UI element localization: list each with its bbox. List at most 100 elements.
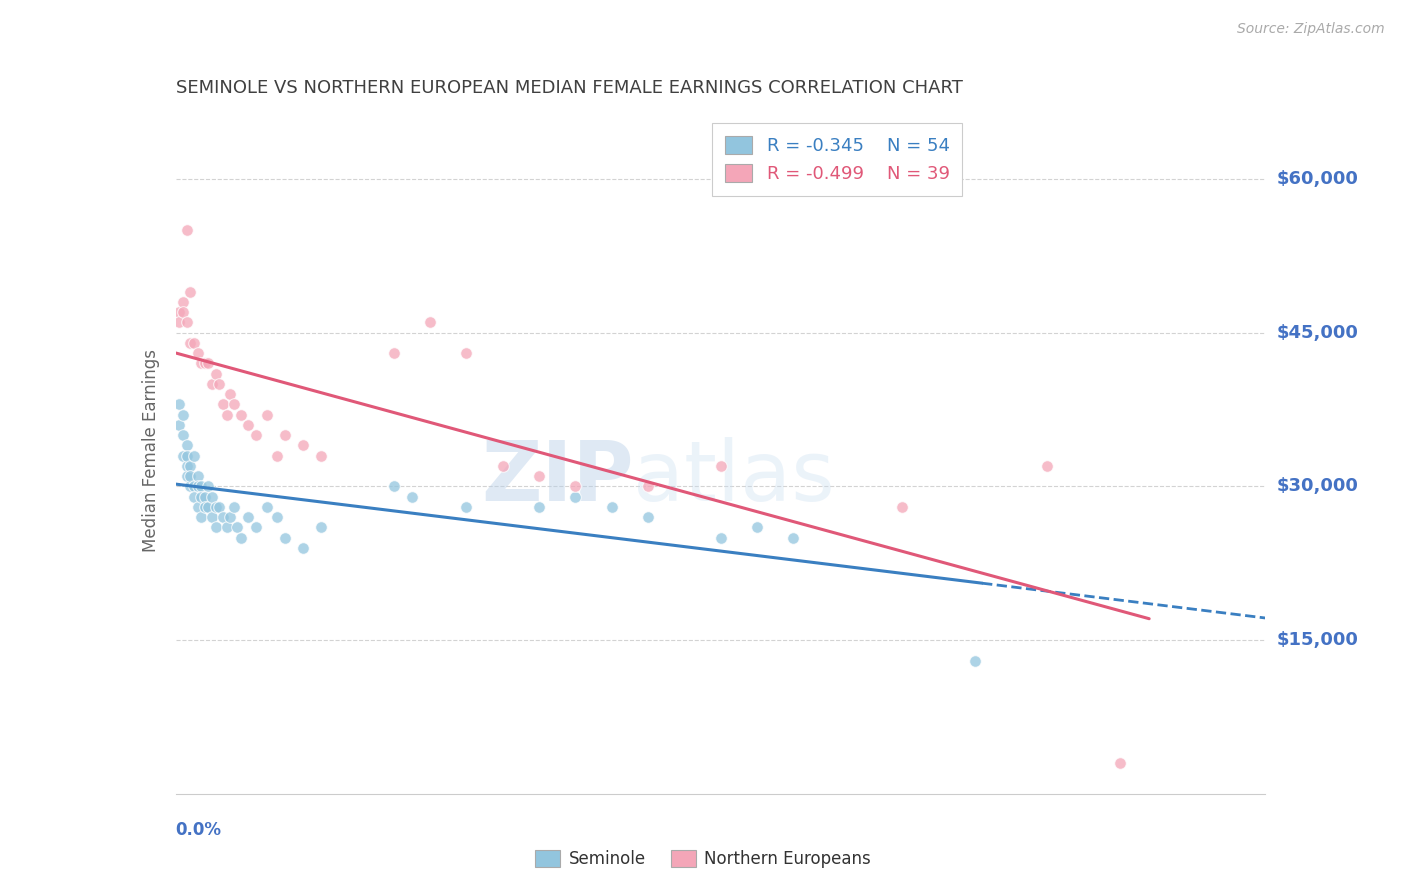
Point xyxy=(186,346,209,360)
Point xyxy=(215,408,238,422)
Point xyxy=(222,500,245,514)
Point xyxy=(169,315,191,329)
Point xyxy=(176,438,198,452)
Point xyxy=(401,490,423,504)
Point xyxy=(190,510,212,524)
Point xyxy=(382,479,405,493)
Point xyxy=(274,428,297,442)
Y-axis label: Median Female Earnings: Median Female Earnings xyxy=(142,349,160,552)
Point xyxy=(179,469,201,483)
Point xyxy=(186,500,209,514)
Point xyxy=(179,479,201,493)
Point xyxy=(710,458,733,473)
Point xyxy=(179,285,201,299)
Point xyxy=(186,469,209,483)
Point xyxy=(176,223,198,237)
Point xyxy=(212,510,235,524)
Point xyxy=(176,315,198,329)
Point xyxy=(492,458,515,473)
Point xyxy=(527,469,550,483)
Point xyxy=(169,305,191,319)
Point xyxy=(201,510,224,524)
Point xyxy=(963,654,986,668)
Point xyxy=(245,428,267,442)
Point xyxy=(169,397,191,411)
Point xyxy=(179,458,201,473)
Point xyxy=(309,520,332,534)
Text: ZIP: ZIP xyxy=(481,437,633,518)
Point xyxy=(231,408,253,422)
Point xyxy=(419,315,441,329)
Point xyxy=(222,397,245,411)
Legend: R = -0.345    N = 54, R = -0.499    N = 39: R = -0.345 N = 54, R = -0.499 N = 39 xyxy=(713,123,962,196)
Point xyxy=(190,356,212,370)
Text: Source: ZipAtlas.com: Source: ZipAtlas.com xyxy=(1237,22,1385,37)
Point xyxy=(186,479,209,493)
Point xyxy=(172,305,194,319)
Point xyxy=(179,335,201,350)
Point xyxy=(238,510,260,524)
Point xyxy=(197,356,219,370)
Point xyxy=(637,479,659,493)
Point xyxy=(172,449,194,463)
Point xyxy=(197,500,219,514)
Point xyxy=(456,346,478,360)
Text: $15,000: $15,000 xyxy=(1277,632,1358,649)
Point xyxy=(266,510,288,524)
Text: $45,000: $45,000 xyxy=(1277,324,1358,342)
Point xyxy=(201,490,224,504)
Point xyxy=(194,490,217,504)
Point xyxy=(190,490,212,504)
Point xyxy=(256,408,278,422)
Point xyxy=(291,541,314,555)
Point xyxy=(176,469,198,483)
Point xyxy=(169,417,191,432)
Point xyxy=(309,449,332,463)
Legend: Seminole, Northern Europeans: Seminole, Northern Europeans xyxy=(529,843,877,875)
Point xyxy=(204,367,226,381)
Point xyxy=(212,397,235,411)
Text: 0.0%: 0.0% xyxy=(176,822,222,839)
Point xyxy=(172,408,194,422)
Point xyxy=(194,500,217,514)
Point xyxy=(238,417,260,432)
Point xyxy=(183,335,205,350)
Point xyxy=(291,438,314,452)
Text: atlas: atlas xyxy=(633,437,835,518)
Point xyxy=(183,490,205,504)
Point xyxy=(456,500,478,514)
Point xyxy=(564,479,586,493)
Point xyxy=(382,346,405,360)
Point xyxy=(215,520,238,534)
Point xyxy=(782,531,804,545)
Point xyxy=(219,510,242,524)
Point xyxy=(226,520,249,534)
Point xyxy=(231,531,253,545)
Point xyxy=(527,500,550,514)
Text: SEMINOLE VS NORTHERN EUROPEAN MEDIAN FEMALE EARNINGS CORRELATION CHART: SEMINOLE VS NORTHERN EUROPEAN MEDIAN FEM… xyxy=(176,79,963,97)
Point xyxy=(564,490,586,504)
Point xyxy=(710,531,733,545)
Point xyxy=(1036,458,1059,473)
Point xyxy=(274,531,297,545)
Point xyxy=(172,294,194,309)
Point xyxy=(194,356,217,370)
Point xyxy=(256,500,278,514)
Point xyxy=(176,449,198,463)
Point xyxy=(208,500,231,514)
Point xyxy=(183,479,205,493)
Point xyxy=(600,500,623,514)
Point xyxy=(219,387,242,401)
Point xyxy=(745,520,768,534)
Point xyxy=(176,458,198,473)
Point xyxy=(637,510,659,524)
Point xyxy=(204,520,226,534)
Point xyxy=(891,500,914,514)
Point xyxy=(1109,756,1132,771)
Point xyxy=(204,500,226,514)
Point xyxy=(190,479,212,493)
Point xyxy=(197,479,219,493)
Point xyxy=(172,428,194,442)
Point xyxy=(245,520,267,534)
Text: $60,000: $60,000 xyxy=(1277,169,1358,188)
